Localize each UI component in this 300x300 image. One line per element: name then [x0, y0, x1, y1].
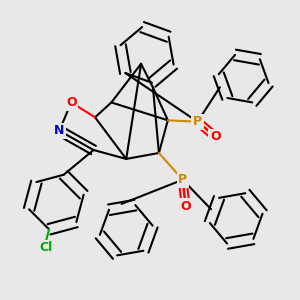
Text: P: P [178, 173, 187, 186]
Text: O: O [210, 130, 221, 143]
Text: O: O [180, 200, 191, 213]
Text: O: O [66, 96, 76, 109]
Text: Cl: Cl [39, 241, 52, 254]
Text: P: P [193, 115, 202, 128]
Text: N: N [54, 124, 64, 137]
